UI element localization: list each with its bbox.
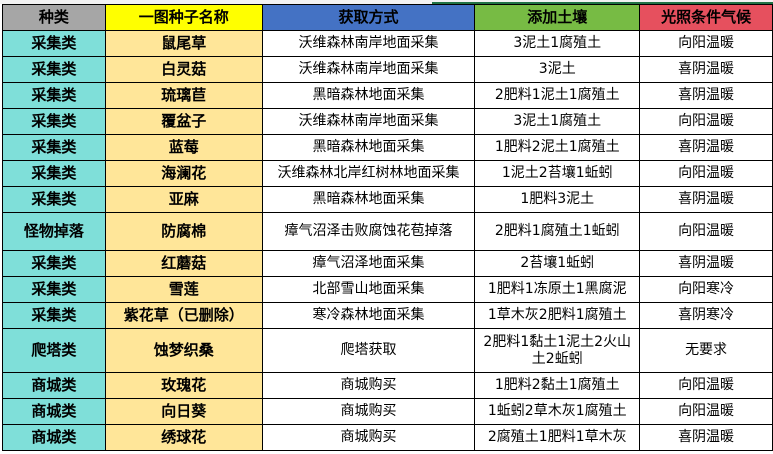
climate-cell[interactable]: 向阳寒冷: [639, 276, 773, 303]
table-row: 采集类 红蘑菇 瘴气沼泽地面采集 2苔壤1蚯蚓 喜阴温暖: [2, 250, 773, 277]
column-header-strip: [0, 0, 773, 4]
seed-name-cell[interactable]: 紫花草（已删除）: [104, 302, 263, 329]
category-cell[interactable]: 采集类: [2, 276, 106, 303]
soil-cell[interactable]: 1肥料3泥土: [474, 186, 641, 213]
category-cell[interactable]: 采集类: [2, 160, 106, 187]
header-seed-name[interactable]: 一图种子名称: [104, 4, 263, 31]
acquire-method-cell[interactable]: 黑暗森林地面采集: [261, 134, 476, 161]
climate-cell[interactable]: 喜阴温暖: [639, 250, 773, 277]
seed-name-cell[interactable]: 白灵菇: [104, 56, 263, 83]
seed-name-cell[interactable]: 蚀梦织桑: [104, 328, 263, 373]
soil-cell[interactable]: 2肥料1泥土1腐殖土: [474, 82, 641, 109]
soil-cell[interactable]: 2肥料1黏土1泥土2火山土2蚯蚓: [474, 328, 641, 373]
climate-cell[interactable]: 无要求: [639, 328, 773, 373]
acquire-method-cell[interactable]: 商城购买: [261, 372, 476, 399]
table-row: 采集类 白灵菇 沃维森林南岸地面采集 3泥土 喜阴温暖: [2, 56, 773, 83]
category-cell[interactable]: 采集类: [2, 134, 106, 161]
header-light-climate[interactable]: 光照条件气候: [639, 4, 773, 31]
header-row: 种类 一图种子名称 获取方式 添加土壤 光照条件气候: [2, 4, 773, 31]
climate-cell[interactable]: 向阳温暖: [639, 108, 773, 135]
acquire-method-cell[interactable]: 爬塔获取: [261, 328, 476, 373]
soil-cell[interactable]: 1肥料2黏土1腐殖土: [474, 372, 641, 399]
acquire-method-cell[interactable]: 沃维森林南岸地面采集: [261, 56, 476, 83]
category-cell[interactable]: 采集类: [2, 30, 106, 57]
acquire-method-cell[interactable]: 寒冷森林地面采集: [261, 302, 476, 329]
acquire-method-cell[interactable]: 商城购买: [261, 424, 476, 451]
table-row: 采集类 琉璃苣 黑暗森林地面采集 2肥料1泥土1腐殖土 喜阴温暖: [2, 82, 773, 109]
climate-cell[interactable]: 向阳温暖: [639, 398, 773, 425]
soil-cell[interactable]: 2肥料1腐殖土1蚯蚓: [474, 212, 641, 251]
seed-name-cell[interactable]: 向日葵: [104, 398, 263, 425]
seed-name-cell[interactable]: 红蘑菇: [104, 250, 263, 277]
soil-cell[interactable]: 3泥土1腐殖土: [474, 108, 641, 135]
soil-cell[interactable]: 1肥料2泥土1腐殖土: [474, 134, 641, 161]
acquire-method-cell[interactable]: 黑暗森林地面采集: [261, 186, 476, 213]
climate-cell[interactable]: 向阳温暖: [639, 372, 773, 399]
acquire-method-cell[interactable]: 沃维森林北岸红树林地面采集: [261, 160, 476, 187]
climate-cell[interactable]: 向阳温暖: [639, 212, 773, 251]
climate-cell[interactable]: 向阳温暖: [639, 160, 773, 187]
category-cell[interactable]: 采集类: [2, 302, 106, 329]
table-row: 商城类 玫瑰花 商城购买 1肥料2黏土1腐殖土 向阳温暖: [2, 372, 773, 399]
seed-name-cell[interactable]: 琉璃苣: [104, 82, 263, 109]
acquire-method-cell[interactable]: 沃维森林南岸地面采集: [261, 108, 476, 135]
seed-name-cell[interactable]: 覆盆子: [104, 108, 263, 135]
category-cell[interactable]: 采集类: [2, 250, 106, 277]
table-row: 采集类 蓝莓 黑暗森林地面采集 1肥料2泥土1腐殖土 喜阴温暖: [2, 134, 773, 161]
seed-name-cell[interactable]: 鼠尾草: [104, 30, 263, 57]
table-row: 商城类 绣球花 商城购买 2腐殖土1肥料1草木灰 喜阴温暖: [2, 424, 773, 451]
acquire-method-cell[interactable]: 沃维森林南岸地面采集: [261, 30, 476, 57]
soil-cell[interactable]: 1蚯蚓2草木灰1腐殖土: [474, 398, 641, 425]
acquire-method-cell[interactable]: 瘴气沼泽击败腐蚀花苞掉落: [261, 212, 476, 251]
climate-cell[interactable]: 喜阴温暖: [639, 82, 773, 109]
seed-name-cell[interactable]: 防腐棉: [104, 212, 263, 251]
header-soil[interactable]: 添加土壤: [474, 4, 641, 31]
seed-name-cell[interactable]: 玫瑰花: [104, 372, 263, 399]
climate-cell[interactable]: 喜阴温暖: [639, 56, 773, 83]
category-cell[interactable]: 采集类: [2, 56, 106, 83]
header-category[interactable]: 种类: [2, 4, 106, 31]
category-cell[interactable]: 采集类: [2, 82, 106, 109]
climate-cell[interactable]: 向阳温暖: [639, 30, 773, 57]
acquire-method-cell[interactable]: 瘴气沼泽地面采集: [261, 250, 476, 277]
soil-cell[interactable]: 1草木灰2肥料1腐殖土: [474, 302, 641, 329]
table-row: 采集类 雪莲 北部雪山地面采集 1肥料1冻原土1黑腐泥 向阳寒冷: [2, 276, 773, 303]
table-row: 采集类 亚麻 黑暗森林地面采集 1肥料3泥土 喜阴温暖: [2, 186, 773, 213]
soil-cell[interactable]: 3泥土: [474, 56, 641, 83]
soil-cell[interactable]: 3泥土1腐殖土: [474, 30, 641, 57]
acquire-method-cell[interactable]: 黑暗森林地面采集: [261, 82, 476, 109]
soil-cell[interactable]: 2腐殖土1肥料1草木灰: [474, 424, 641, 451]
seed-name-cell[interactable]: 亚麻: [104, 186, 263, 213]
selection-indicator: [432, 2, 773, 4]
table-row: 采集类 鼠尾草 沃维森林南岸地面采集 3泥土1腐殖土 向阳温暖: [2, 30, 773, 57]
climate-cell[interactable]: 喜阴温暖: [639, 134, 773, 161]
category-cell[interactable]: 商城类: [2, 398, 106, 425]
header-acquire-method[interactable]: 获取方式: [261, 4, 476, 31]
soil-cell[interactable]: 2苔壤1蚯蚓: [474, 250, 641, 277]
table-row: 采集类 海澜花 沃维森林北岸红树林地面采集 1泥土2苔壤1蚯蚓 向阳温暖: [2, 160, 773, 187]
climate-cell[interactable]: 喜阴温暖: [639, 186, 773, 213]
climate-cell[interactable]: 喜阴寒冷: [639, 302, 773, 329]
climate-cell[interactable]: 喜阴温暖: [639, 424, 773, 451]
seed-name-cell[interactable]: 海澜花: [104, 160, 263, 187]
acquire-method-cell[interactable]: 商城购买: [261, 398, 476, 425]
category-cell[interactable]: 爬塔类: [2, 328, 106, 373]
table-row: 爬塔类 蚀梦织桑 爬塔获取 2肥料1黏土1泥土2火山土2蚯蚓 无要求: [2, 328, 773, 373]
acquire-method-cell[interactable]: 北部雪山地面采集: [261, 276, 476, 303]
table-row: 采集类 覆盆子 沃维森林南岸地面采集 3泥土1腐殖土 向阳温暖: [2, 108, 773, 135]
table-row: 怪物掉落 防腐棉 瘴气沼泽击败腐蚀花苞掉落 2肥料1腐殖土1蚯蚓 向阳温暖: [2, 212, 773, 251]
soil-cell[interactable]: 1泥土2苔壤1蚯蚓: [474, 160, 641, 187]
category-cell[interactable]: 怪物掉落: [2, 212, 106, 251]
table-row: 采集类 紫花草（已删除） 寒冷森林地面采集 1草木灰2肥料1腐殖土 喜阴寒冷: [2, 302, 773, 329]
soil-cell[interactable]: 1肥料1冻原土1黑腐泥: [474, 276, 641, 303]
seed-name-cell[interactable]: 绣球花: [104, 424, 263, 451]
category-cell[interactable]: 采集类: [2, 108, 106, 135]
category-cell[interactable]: 商城类: [2, 424, 106, 451]
table-row: 商城类 向日葵 商城购买 1蚯蚓2草木灰1腐殖土 向阳温暖: [2, 398, 773, 425]
seed-table: 种类 一图种子名称 获取方式 添加土壤 光照条件气候 采集类 鼠尾草 沃维森林南岸地…: [2, 4, 773, 451]
category-cell[interactable]: 采集类: [2, 186, 106, 213]
seed-name-cell[interactable]: 蓝莓: [104, 134, 263, 161]
seed-name-cell[interactable]: 雪莲: [104, 276, 263, 303]
category-cell[interactable]: 商城类: [2, 372, 106, 399]
